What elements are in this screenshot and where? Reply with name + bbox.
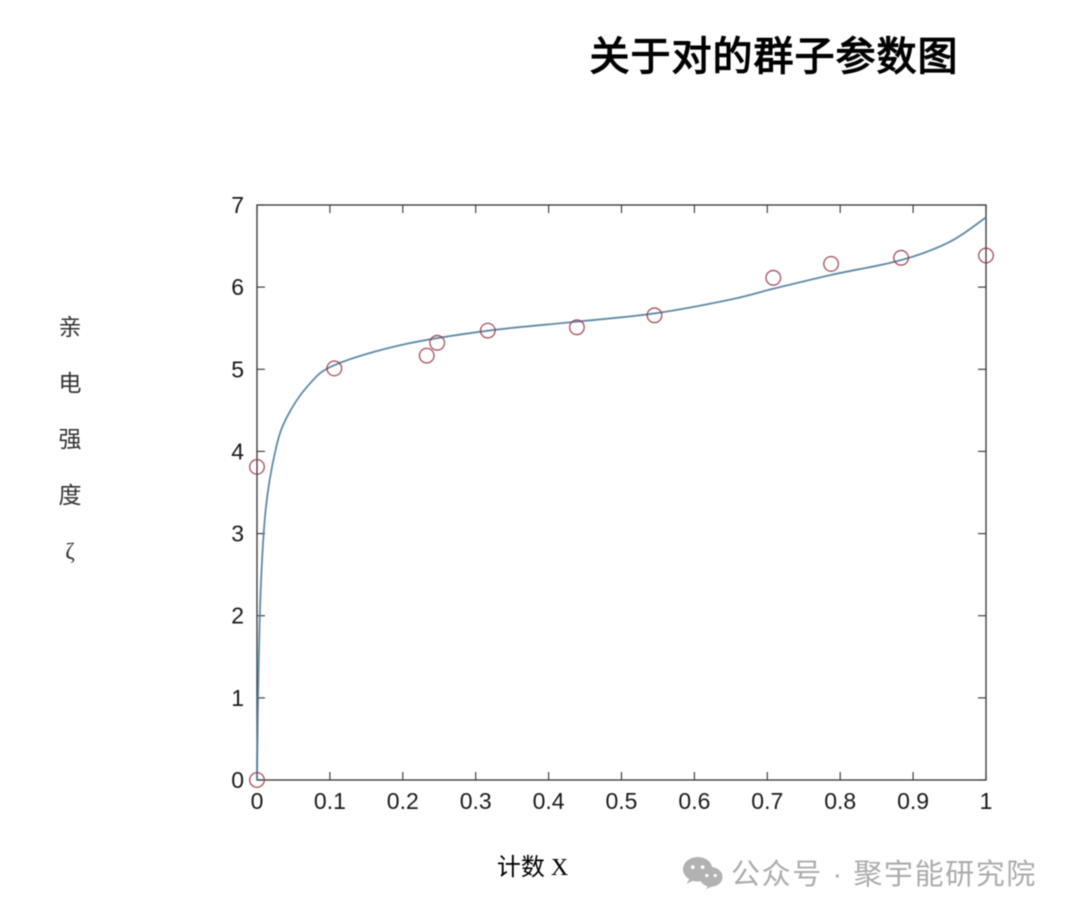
svg-text:3: 3 xyxy=(231,521,244,547)
svg-text:0.8: 0.8 xyxy=(824,788,856,814)
svg-text:0.2: 0.2 xyxy=(387,788,419,814)
svg-text:1: 1 xyxy=(980,788,993,814)
svg-text:6: 6 xyxy=(231,274,244,300)
svg-text:1: 1 xyxy=(231,685,244,711)
svg-text:0.7: 0.7 xyxy=(751,788,783,814)
svg-text:0.3: 0.3 xyxy=(460,788,492,814)
svg-text:7: 7 xyxy=(231,192,244,218)
svg-text:0.5: 0.5 xyxy=(606,788,638,814)
svg-text:0.1: 0.1 xyxy=(314,788,346,814)
svg-text:0: 0 xyxy=(231,767,244,793)
svg-text:2: 2 xyxy=(231,603,244,629)
svg-text:0.4: 0.4 xyxy=(533,788,565,814)
svg-text:0.6: 0.6 xyxy=(678,788,710,814)
svg-text:0.9: 0.9 xyxy=(897,788,929,814)
svg-text:4: 4 xyxy=(231,438,244,464)
svg-text:5: 5 xyxy=(231,356,244,382)
svg-text:0: 0 xyxy=(251,788,264,814)
